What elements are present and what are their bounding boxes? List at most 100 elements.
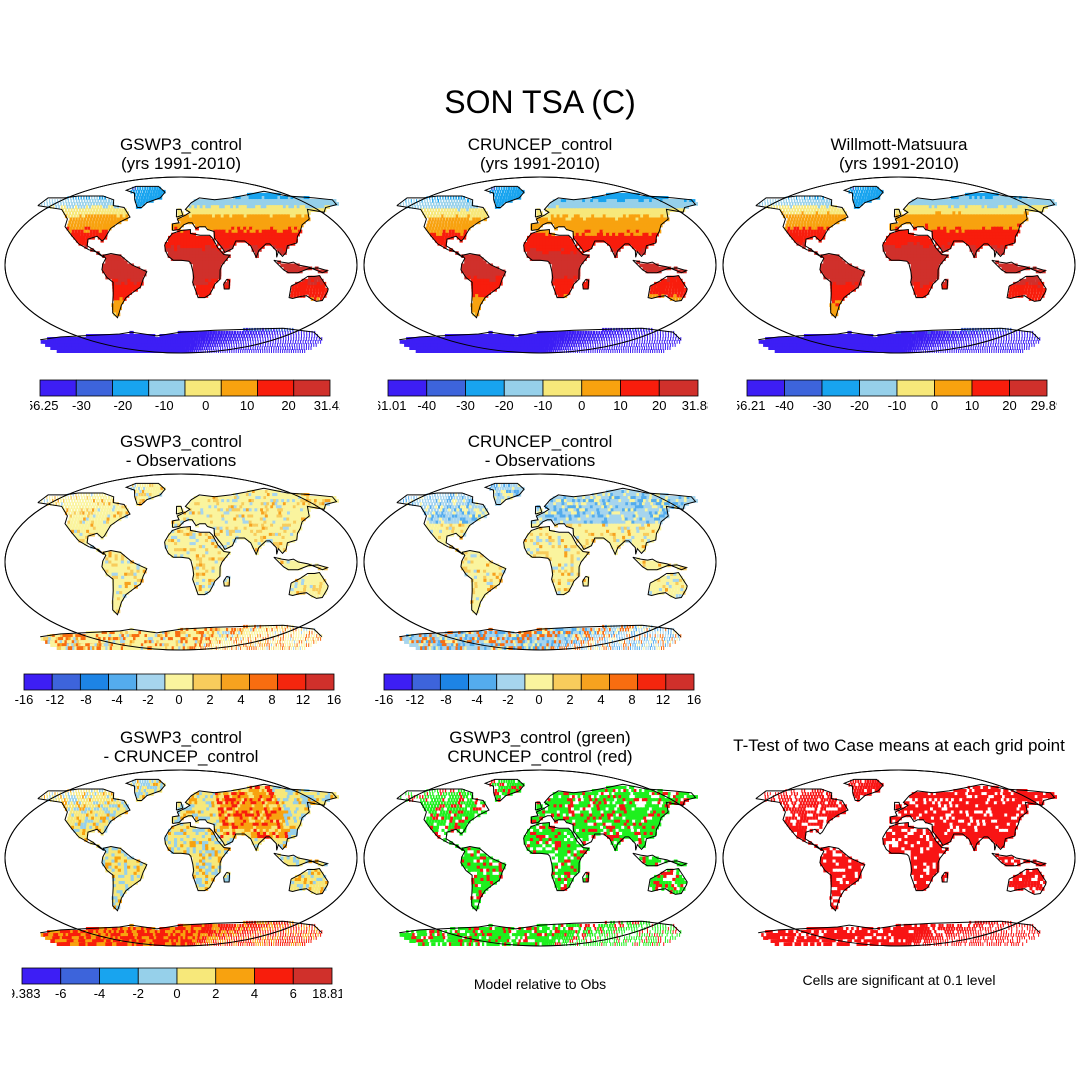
colorbar-tick-label: 8 — [268, 692, 275, 707]
colorbar-tick-label: 6 — [290, 986, 297, 1001]
colorbar-swatch — [524, 673, 554, 691]
panel-title-line2: - Observations — [484, 451, 596, 470]
colorbar-swatch — [51, 673, 81, 691]
colorbar-tick-label: 20 — [281, 398, 295, 413]
panel-title-line1: GSWP3_control (green) — [449, 728, 631, 747]
colorbar-tick-label: -8 — [80, 692, 92, 707]
colorbar-swatch — [503, 379, 544, 397]
colorbar-tick-label: -4 — [111, 692, 123, 707]
colorbar-tick-label: 0 — [931, 398, 938, 413]
caption-model-relative: Model relative to Obs — [473, 976, 607, 992]
colorbar-tick-label: -20 — [495, 398, 514, 413]
colorbar-swatch — [665, 673, 695, 691]
colorbar-swatch — [896, 379, 935, 397]
colorbar-swatch — [277, 673, 307, 691]
colorbar-swatch — [176, 967, 217, 985]
colorbar-swatch — [1009, 379, 1048, 397]
panel-title-line1: GSWP3_control — [120, 135, 242, 154]
colorbar-tick-label: -40 — [417, 398, 436, 413]
colorbar-swatch — [609, 673, 639, 691]
colorbar-swatch — [620, 379, 660, 397]
panel-title-line2: - Observations — [125, 451, 237, 470]
colorbar-swatch — [468, 673, 498, 691]
colorbar-tick-label: 31.42 — [314, 398, 340, 413]
colorbar-tick-label: -2 — [132, 986, 144, 1001]
colorbar-tick-label: -30 — [456, 398, 475, 413]
colorbar-tick-label: -61.01 — [378, 398, 406, 413]
colorbar-tick-label: 10 — [613, 398, 627, 413]
colorbar-tick-label: 12 — [656, 692, 670, 707]
colorbar-swatch — [39, 379, 77, 397]
colorbar-tick-label: -2 — [502, 692, 514, 707]
colorbar-swatch — [108, 673, 138, 691]
colorbar-model-difference: -9.383 -6 -4 -2 0 2 4 6 18.815 — [12, 967, 342, 1001]
map-cruncep-control — [363, 176, 717, 354]
colorbar-swatch — [293, 379, 331, 397]
colorbar-swatch — [192, 673, 222, 691]
colorbar-tick-label: -9.383 — [12, 986, 40, 1001]
panel-title-line1: T-Test of two Case means at each grid po… — [733, 736, 1065, 755]
colorbar-swatch — [580, 673, 610, 691]
colorbar-swatch — [257, 379, 295, 397]
colorbar-swatch — [496, 673, 526, 691]
panel-title-line2: CRUNCEP_control (red) — [447, 747, 633, 766]
colorbar-tick-label: -20 — [113, 398, 132, 413]
colorbar-tick-label: 16 — [687, 692, 701, 707]
panel-title-line1: Willmott-Matsuura — [830, 135, 968, 154]
colorbar-swatch — [542, 379, 583, 397]
colorbar-tick-label: 8 — [628, 692, 635, 707]
colorbar-swatch — [637, 673, 667, 691]
colorbar-swatch — [220, 673, 250, 691]
figure-title: SON TSA (C) — [444, 84, 636, 120]
colorbar-tick-label: -16 — [375, 692, 394, 707]
colorbar-tick-label: 2 — [206, 692, 213, 707]
colorbar-swatch — [148, 379, 186, 397]
colorbar-gswp3-control: -56.25 -30 -20 -10 0 10 20 31.42 — [30, 379, 340, 413]
colorbar-tick-label: 0 — [578, 398, 585, 413]
panel-title-line1: GSWP3_control — [120, 728, 242, 747]
colorbar-swatch — [383, 673, 413, 691]
colorbar-swatch — [411, 673, 441, 691]
colorbar-swatch — [821, 379, 860, 397]
colorbar-cruncep-control: -61.01 -40 -30 -20 -10 0 10 20 31.88 — [378, 379, 708, 413]
map-cruncep-minus-obs — [363, 473, 717, 651]
colorbar-tick-label: 0 — [202, 398, 209, 413]
colorbar-tick-label: -6 — [55, 986, 67, 1001]
colorbar-swatch — [784, 379, 823, 397]
colorbar-tick-label: 16 — [327, 692, 341, 707]
colorbar-swatch — [215, 967, 255, 985]
colorbar-swatch — [23, 673, 53, 691]
colorbar-swatch — [859, 379, 898, 397]
colorbar-swatch — [465, 379, 505, 397]
panel-title-line1: CRUNCEP_control — [467, 432, 613, 451]
colorbar-swatch — [99, 967, 139, 985]
colorbar-tick-label: -10 — [155, 398, 174, 413]
colorbar-tick-label: 0 — [535, 692, 542, 707]
colorbar-willmott-matsuura: -56.21 -40 -30 -20 -10 0 10 20 29.89 — [737, 379, 1057, 413]
colorbar-swatch — [184, 379, 222, 397]
colorbar-tick-label: -12 — [406, 692, 425, 707]
colorbar-tick-label: -8 — [440, 692, 452, 707]
colorbar-tick-label: 12 — [296, 692, 310, 707]
colorbar-swatch — [79, 673, 109, 691]
colorbar-tick-label: 31.88 — [682, 398, 708, 413]
colorbar-tick-label: 18.815 — [312, 986, 342, 1001]
colorbar-tick-label: 0 — [173, 986, 180, 1001]
colorbar-tick-label: -2 — [142, 692, 154, 707]
colorbar-swatch — [164, 673, 194, 691]
colorbar-swatch — [439, 673, 469, 691]
colorbar-tick-label: 2 — [212, 986, 219, 1001]
colorbar-tick-label: -10 — [888, 398, 907, 413]
panel-title-line2: (yrs 1991-2010) — [120, 154, 241, 173]
map-willmott-matsuura — [722, 176, 1076, 354]
colorbar-swatch — [746, 379, 785, 397]
colorbar-swatch — [292, 967, 333, 985]
colorbar-tick-label: 2 — [566, 692, 573, 707]
colorbar-tick-label: 4 — [597, 692, 604, 707]
colorbar-swatch — [220, 379, 258, 397]
map-gswp3-control — [4, 176, 358, 354]
colorbar-tick-label: 29.89 — [1031, 398, 1057, 413]
colorbar-swatch — [426, 379, 466, 397]
colorbar-swatch — [112, 379, 150, 397]
colorbar-gswp3-bias: -16 -12 -8 -4 -2 0 2 4 8 12 16 — [15, 673, 341, 707]
